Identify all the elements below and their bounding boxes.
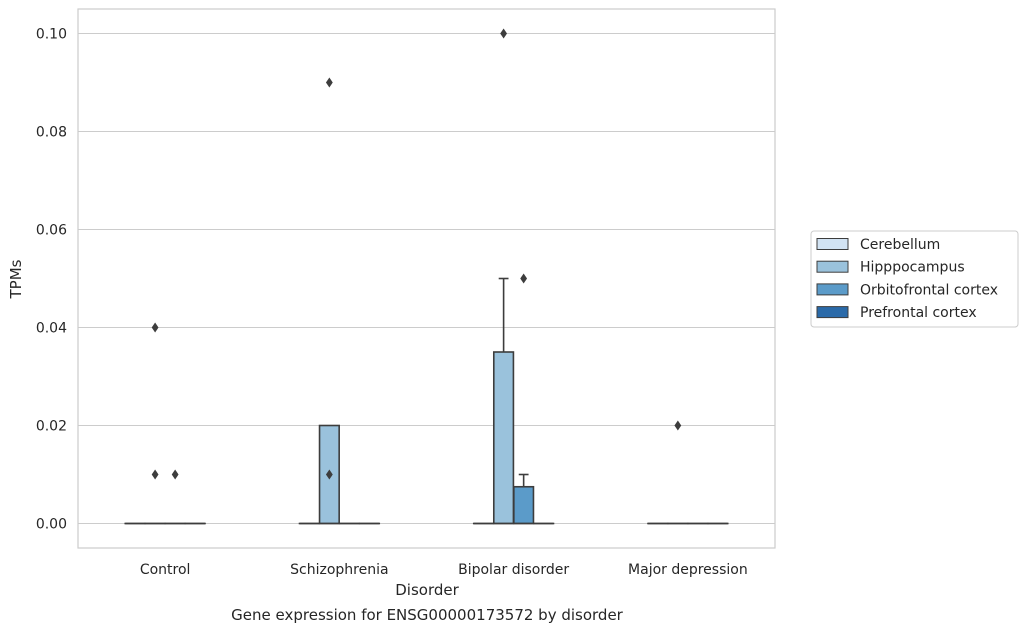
legend-items: Cerebellum Hipppocampus Orbitofrontal cort… [816,237,998,321]
y-tick-label: 0.04 [36,321,67,337]
outlier-point [325,77,333,88]
legend-label: Prefrontal cortex [860,305,977,321]
legend-swatch [816,283,849,296]
y-tick-label: 0.06 [36,223,67,239]
box-series [124,28,729,525]
legend-label: Hipppocampus [860,260,965,276]
y-axis-label: TPMs [7,259,25,299]
outlier-point [500,28,508,39]
y-tick-label: 0.08 [36,125,67,141]
y-tick-label: 0.10 [36,27,67,43]
box [492,28,515,525]
x-tick-label: Major depression [628,562,748,578]
legend-label: Cerebellum [860,237,940,253]
outlier-point [520,273,528,284]
legend-frame [810,230,1019,328]
box-plot-chart: 0.00 0.02 0.04 0.06 0.08 0.10 Control Schizoph… [7,8,1019,599]
box-body [492,351,515,525]
y-tick-labels: 0.00 0.02 0.04 0.06 0.08 0.10 [36,27,67,533]
x-tick-label: Bipolar disorder [458,562,569,578]
y-tick-label: 0.00 [36,517,67,533]
legend-item: Hipppocampus [816,260,965,276]
x-axis-label: Disorder [395,581,459,599]
legend-item: Cerebellum [816,237,940,253]
outlier-point [151,469,159,480]
figure-caption: Gene expression for ENSG00000173572 by d… [231,606,623,624]
x-tick-label: Schizophrenia [290,562,388,578]
legend-item: Prefrontal cortex [816,305,977,321]
legend-swatch [816,306,849,319]
legend-label: Orbitofrontal cortex [860,282,998,298]
x-tick-label: Control [140,562,191,578]
box [513,273,535,525]
box [318,77,340,525]
x-tick-labels: Control Schizophrenia Bipolar disorder Majo… [140,562,748,578]
outlier-point [325,469,333,480]
box [144,322,166,525]
y-tick-label: 0.02 [36,419,67,435]
outlier-point [674,420,682,431]
plot-frame [77,8,776,549]
legend: Cerebellum Hipppocampus Orbitofrontal cort… [810,230,1019,328]
box-body [513,485,535,525]
outlier-point [171,469,179,480]
legend-swatch [816,260,849,273]
outlier-point [151,322,159,333]
legend-swatch [816,238,849,250]
legend-item: Orbitofrontal cortex [816,282,998,298]
